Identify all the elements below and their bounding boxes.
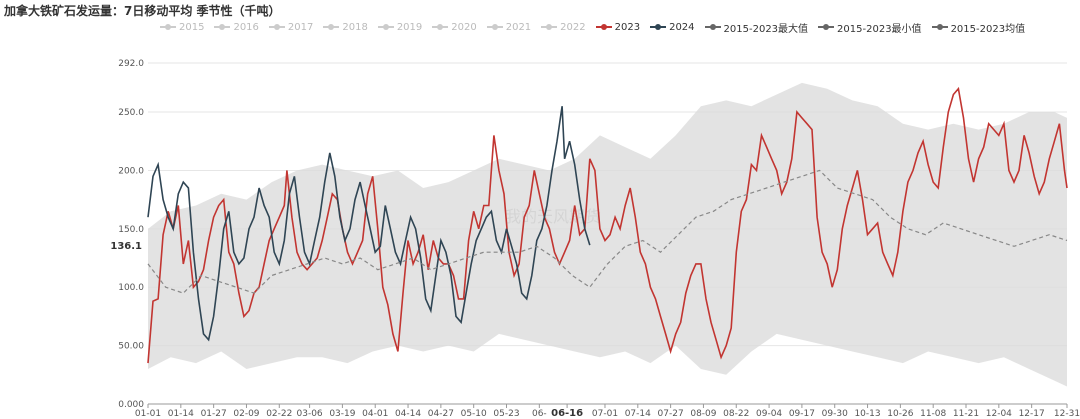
legend-label: 2024 [669, 21, 695, 33]
x-tick-label: 01-27 [201, 409, 227, 419]
x-tick-label: 07-14 [625, 409, 651, 419]
legend-label: 2019 [396, 21, 423, 33]
legend-item[interactable]: 2016 [214, 20, 259, 34]
legend-label: 2020 [451, 21, 477, 33]
x-tick-label: 04-14 [395, 409, 421, 419]
chart-legend: 2015 2016 2017 2018 2019 2020 2021 2022 2023 2024… [160, 20, 1026, 35]
x-tick-label: 01-14 [168, 409, 194, 419]
legend-swatch-icon [931, 23, 948, 31]
legend-swatch-icon [323, 23, 340, 31]
x-tick-label: 06-16 [551, 408, 583, 419]
x-tick-label: 08-22 [723, 409, 749, 419]
legend-item[interactable]: 2022 [541, 20, 586, 34]
x-tick-label: 12-31 [1054, 409, 1080, 419]
legend-item[interactable]: 2015-2023均值 [931, 20, 1026, 35]
legend-label: 2015-2023均值 [950, 23, 1026, 35]
legend-swatch-icon [541, 23, 558, 31]
legend-item[interactable]: 2020 [432, 20, 477, 34]
legend-item[interactable]: 2015-2023最大值 [704, 20, 809, 35]
legend-label: 2021 [505, 21, 532, 33]
legend-swatch-icon [595, 23, 612, 31]
legend-label: 2016 [233, 21, 259, 33]
x-tick-label: 09-17 [789, 409, 815, 419]
x-tick-label: 07-27 [658, 409, 684, 419]
y-tick-label: 100.0 [118, 283, 144, 293]
legend-swatch-icon [268, 23, 285, 31]
x-tick-label: 01-01 [135, 409, 161, 419]
legend-swatch-icon [214, 23, 231, 31]
legend-item[interactable]: 2015-2023最小值 [818, 20, 922, 35]
legend-label: 2022 [560, 21, 586, 33]
chart-title: 加拿大铁矿石发运量：7日移动平均 季节性（千吨） [4, 4, 281, 18]
legend-swatch-icon [818, 23, 835, 31]
legend-swatch-icon [486, 23, 503, 31]
current-value-label: 136.1 [110, 241, 142, 252]
y-tick-label: 0.000 [118, 400, 144, 410]
x-tick-label: 05-10 [461, 409, 487, 419]
x-tick-label: 02-22 [266, 409, 292, 419]
legend-swatch-icon [704, 23, 721, 31]
y-tick-label: 250.0 [118, 108, 144, 118]
legend-swatch-icon [650, 23, 667, 31]
y-tick-label: 292.0 [118, 59, 144, 69]
x-tick-label: 08-09 [690, 409, 716, 419]
y-tick-label: 50.00 [118, 342, 144, 352]
legend-item[interactable]: 2023 [595, 20, 641, 34]
series-line-2024 [147, 106, 591, 342]
legend-item[interactable]: 2017 [268, 20, 314, 34]
y-tick-label: 150.0 [118, 225, 144, 235]
x-tick-label: 12-17 [1019, 409, 1045, 419]
x-tick-label: 04-27 [428, 409, 454, 419]
legend-label: 2015-2023最大值 [723, 23, 809, 35]
legend-swatch-icon [377, 23, 394, 31]
x-tick-label: 11-21 [953, 409, 979, 419]
x-tick-label: 07-01 [592, 409, 618, 419]
x-tick-label: 03-19 [329, 409, 355, 419]
legend-label: 2023 [614, 21, 641, 33]
series-line-2015-2023均值 [147, 169, 1068, 294]
legend-item[interactable]: 2024 [650, 20, 695, 34]
x-tick-label: 09-04 [756, 409, 782, 419]
legend-item[interactable]: 2015 [160, 20, 204, 34]
x-tick-label: 10-26 [887, 409, 913, 419]
legend-item[interactable]: 2019 [377, 20, 423, 34]
y-tick-label: 200.0 [118, 166, 144, 176]
x-tick-label: 06- [532, 409, 547, 419]
legend-label: 2015-2023最小值 [837, 23, 922, 35]
series-line-2023 [147, 86, 1068, 364]
x-tick-label: 11-08 [920, 409, 946, 419]
legend-item[interactable]: 2018 [323, 20, 368, 34]
legend-label: 2017 [287, 21, 314, 33]
x-tick-label: 10-13 [854, 409, 880, 419]
x-tick-label: 04-01 [362, 409, 388, 419]
x-tick-label: 05-23 [493, 409, 519, 419]
x-tick-label: 09-30 [822, 409, 848, 419]
legend-label: 2018 [342, 21, 368, 33]
legend-swatch-icon [160, 23, 176, 31]
range-band [148, 82, 1067, 387]
x-tick-label: 12-04 [986, 409, 1012, 419]
legend-swatch-icon [432, 23, 449, 31]
x-tick-label: 03-06 [297, 409, 323, 419]
x-tick-label: 02-09 [233, 409, 259, 419]
legend-label: 2015 [179, 21, 205, 33]
legend-item[interactable]: 2021 [486, 20, 532, 34]
